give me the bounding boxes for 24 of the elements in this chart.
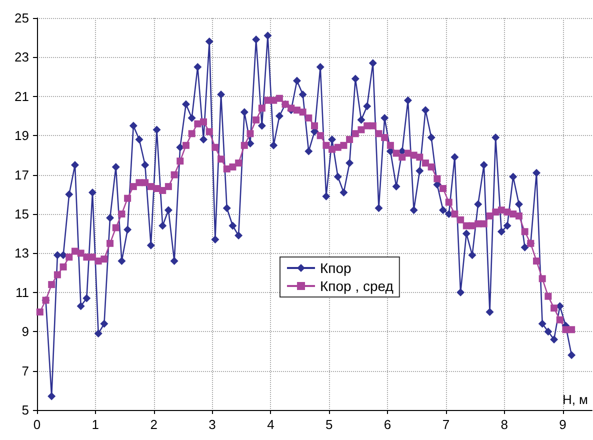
y-tick-label: 15: [14, 206, 29, 222]
x-tick-label: 0: [33, 417, 41, 432]
x-tick-label: 9: [559, 417, 566, 432]
x-tick-label: 1: [92, 417, 100, 432]
y-tick-label: 9: [22, 324, 29, 340]
y-tick-label: 23: [14, 50, 29, 65]
y-tick-label: 13: [14, 246, 29, 261]
y-tick-label: 19: [14, 128, 29, 144]
legend-label: Кпор: [320, 260, 352, 276]
y-tick-label: 25: [14, 10, 29, 26]
x-tick-label: 8: [500, 417, 508, 432]
y-tick-label: 7: [22, 363, 29, 378]
x-tick-label: 7: [442, 417, 450, 432]
y-tick-label: 21: [14, 88, 29, 104]
x-tick-label: 4: [267, 417, 274, 432]
x-tick-label: 2: [150, 417, 158, 432]
y-tick-label: 11: [16, 284, 29, 300]
x-tick-label: 3: [208, 417, 216, 432]
y-tick-label: 5: [22, 402, 29, 418]
x-axis-title: H, м: [562, 392, 588, 407]
x-tick-label: 6: [384, 417, 392, 432]
legend-label: Кпор , сред: [320, 278, 394, 294]
y-tick-label: 17: [14, 167, 29, 182]
x-tick-label: 5: [325, 417, 333, 432]
